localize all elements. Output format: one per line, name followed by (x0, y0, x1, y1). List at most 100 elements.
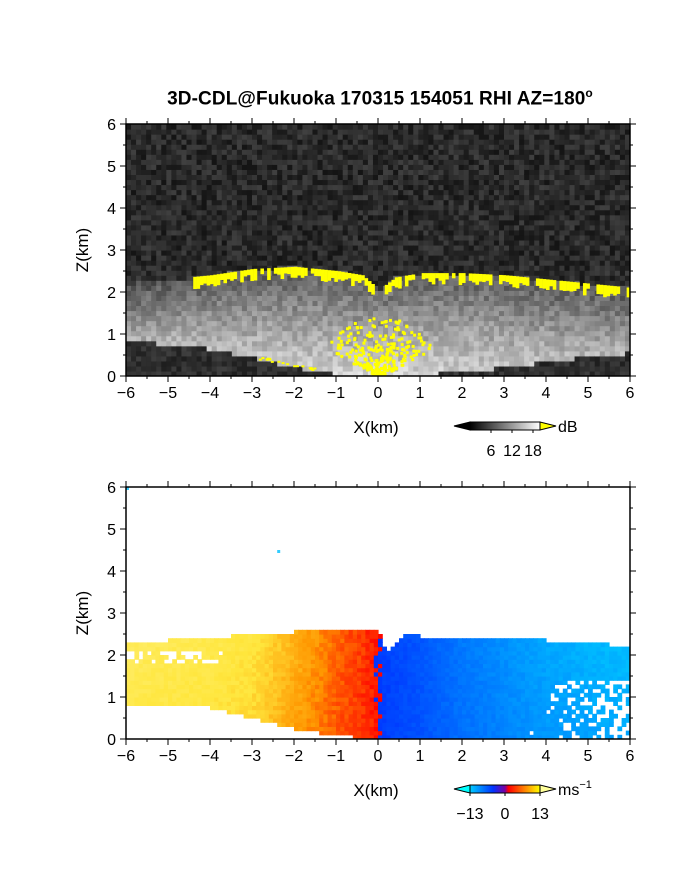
intensity-cell (403, 144, 409, 150)
intensity-cell (529, 315, 535, 322)
intensity-cell (584, 149, 591, 155)
intensity-cell (151, 134, 157, 140)
intensity-cell (463, 199, 470, 206)
intensity-cell (403, 340, 409, 347)
intensity-cell (574, 355, 581, 362)
intensity-cell (483, 280, 490, 286)
intensity-cell (186, 370, 193, 376)
intensity-cell (156, 330, 162, 337)
intensity-cell (604, 134, 611, 140)
intensity-cell (599, 159, 606, 165)
intensity-cell (378, 330, 384, 337)
intensity-cell (524, 270, 530, 276)
intensity-cell (191, 139, 198, 145)
intensity-cell (302, 154, 309, 160)
intensity-cell (151, 330, 157, 337)
intensity-cell (277, 310, 283, 317)
intensity-cell (201, 345, 208, 352)
intensity-cell (488, 355, 495, 362)
intensity-cell (302, 229, 309, 236)
intensity-cell (196, 129, 203, 135)
intensity-cell (146, 139, 152, 145)
intensity-cell (569, 229, 576, 236)
intensity-cell (236, 244, 243, 251)
intensity-cell (509, 270, 515, 276)
intensity-cell (282, 350, 288, 357)
intensity-cell (473, 174, 480, 181)
intensity-cell (579, 194, 586, 201)
intensity-cell (367, 184, 374, 191)
intensity-cell (362, 270, 369, 276)
intensity-cell (544, 224, 550, 231)
intensity-cell (322, 340, 329, 347)
intensity-cell (519, 219, 525, 226)
intensity-cell (176, 265, 183, 271)
intensity-cell (388, 179, 394, 186)
intensity-cell (529, 194, 535, 201)
intensity-cell (594, 194, 601, 201)
intensity-cell (136, 224, 142, 231)
intensity-cell (292, 129, 298, 135)
intensity-cell (524, 174, 530, 181)
intensity-cell (206, 164, 213, 170)
intensity-cell (201, 219, 208, 226)
intensity-cell (287, 310, 293, 317)
intensity-cell (322, 290, 329, 296)
intensity-cell (488, 265, 495, 271)
intensity-cell (438, 244, 445, 251)
intensity-cell (126, 355, 132, 362)
intensity-cell (574, 300, 581, 307)
intensity-cell (443, 234, 450, 241)
intensity-cell (609, 335, 616, 342)
intensity-cell (317, 234, 324, 241)
intensity-cell (534, 345, 540, 352)
intensity-cell (302, 219, 309, 226)
intensity-cell (246, 330, 253, 337)
intensity-cell (433, 154, 440, 160)
intensity-cell (403, 315, 409, 322)
intensity-cell (393, 184, 399, 191)
intensity-cell (463, 129, 470, 135)
intensity-cell (241, 199, 248, 206)
intensity-cell (458, 224, 465, 231)
intensity-cell (307, 179, 314, 186)
intensity-cell (438, 355, 445, 362)
intensity-cell (544, 360, 550, 367)
intensity-cell (357, 260, 364, 266)
intensity-cell (383, 260, 389, 266)
intensity-cell (201, 214, 208, 221)
intensity-cell (478, 224, 485, 231)
intensity-cell (564, 315, 571, 322)
intensity-cell (559, 179, 566, 186)
intensity-cell (196, 239, 203, 246)
intensity-cell (393, 244, 399, 251)
intensity-cell (458, 214, 465, 221)
intensity-cell (191, 270, 198, 276)
intensity-cell (539, 300, 545, 307)
intensity-cell (378, 229, 384, 236)
intensity-cell (443, 280, 450, 286)
intensity-cell (544, 255, 550, 261)
intensity-cell (136, 169, 142, 175)
intensity-cell (549, 290, 555, 296)
intensity-cell (191, 209, 198, 216)
intensity-cell (458, 139, 465, 145)
intensity-cell (448, 154, 455, 160)
intensity-cell (473, 199, 480, 206)
intensity-cell (151, 315, 157, 322)
intensity-cell (292, 320, 298, 327)
intensity-cell (554, 320, 561, 327)
intensity-cell (282, 365, 288, 372)
intensity-cell (252, 219, 258, 226)
intensity-cell (584, 350, 591, 357)
intensity-cell (347, 310, 354, 317)
intensity-cell (297, 219, 303, 226)
intensity-cell (186, 144, 193, 150)
intensity-cell (246, 144, 253, 150)
intensity-cell (231, 129, 238, 135)
intensity-cell (292, 260, 298, 266)
intensity-cell (463, 360, 470, 367)
intensity-cell (302, 179, 309, 186)
intensity-cell (493, 164, 500, 170)
intensity-cell (569, 204, 576, 211)
